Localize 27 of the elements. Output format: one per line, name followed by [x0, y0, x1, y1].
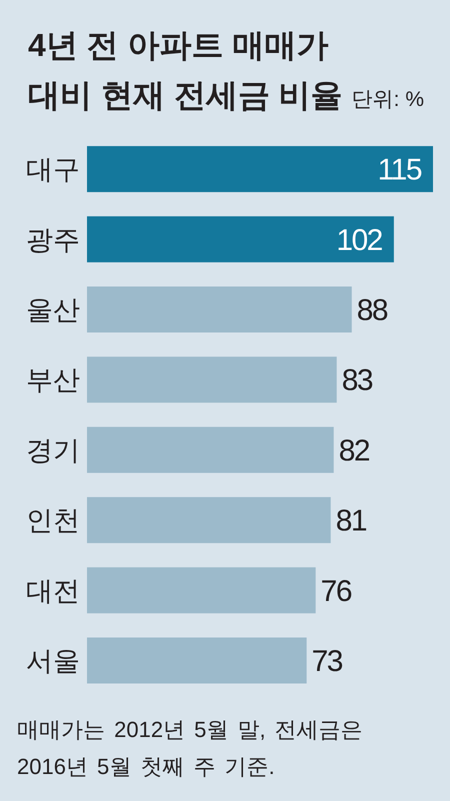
- data-label: 76: [320, 574, 352, 608]
- bar: [87, 638, 307, 684]
- y-tick-label: 서울: [26, 646, 80, 676]
- y-tick-label: 경기: [26, 435, 80, 466]
- data-label: 73: [312, 645, 343, 678]
- text: 매매가는 2012년 5월 말, 전세금은 2016년 5월 첫째 주 기준.: [17, 716, 364, 781]
- data-label: 82: [338, 434, 370, 468]
- bar: [87, 146, 433, 192]
- chart-title: 4년 전 아파트 매매가 대비 현재 전세금 비율: [28, 27, 343, 113]
- bar: [87, 356, 337, 403]
- data-label: 81: [336, 504, 367, 538]
- y-tick-label: 인천: [26, 506, 80, 536]
- y-tick-label: 대전: [26, 576, 80, 606]
- y-tick-label: 부산: [26, 365, 80, 396]
- chart-subtitle: 단위: %: [352, 88, 424, 111]
- data-label: 115: [378, 154, 422, 187]
- data-label: 102: [336, 224, 383, 257]
- bar: [87, 497, 331, 544]
- bar: [87, 286, 352, 332]
- bar: [87, 216, 394, 262]
- y-tick-label: 광주: [26, 224, 80, 255]
- data-label: 88: [356, 294, 388, 327]
- data-label: 83: [342, 364, 373, 398]
- y-tick-label: 울산: [26, 295, 80, 325]
- bar: [87, 567, 316, 614]
- bar: [87, 426, 334, 473]
- y-tick-label: 대구: [26, 154, 80, 185]
